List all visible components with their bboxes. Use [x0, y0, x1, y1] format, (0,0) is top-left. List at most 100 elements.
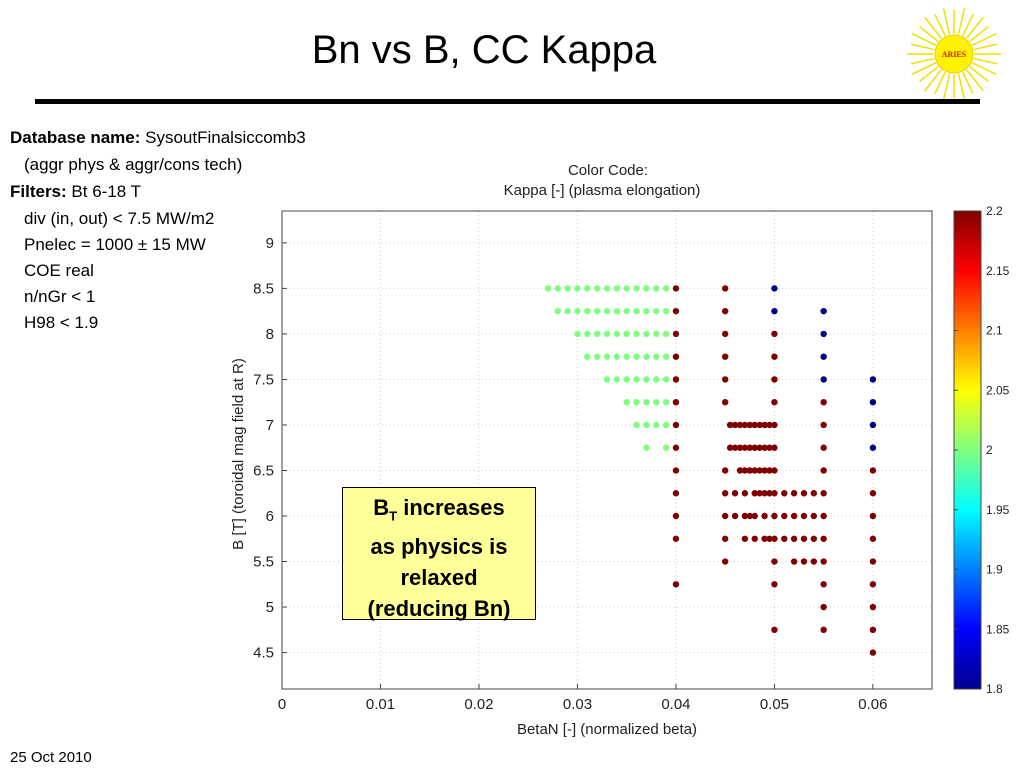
data-point — [633, 376, 640, 383]
sun-ray — [962, 14, 974, 37]
data-point — [820, 512, 827, 520]
data-point — [869, 421, 877, 429]
data-point — [726, 444, 734, 451]
data-point — [613, 353, 621, 360]
colorbar-tick-label: 1.9 — [986, 563, 1003, 577]
colorbar-tick-label: 1.95 — [986, 503, 1010, 517]
sun-ray — [957, 73, 966, 100]
sun-ray — [965, 69, 984, 92]
x-tick-label: 0.04 — [661, 696, 690, 713]
data-point — [603, 330, 611, 338]
y-tick-label: 7 — [266, 417, 274, 434]
data-point — [672, 512, 680, 520]
data-point — [746, 512, 754, 520]
data-point — [736, 421, 744, 429]
data-point — [653, 376, 660, 383]
y-tick-label: 4.5 — [253, 645, 274, 662]
data-point — [672, 399, 680, 406]
sun-ray — [962, 71, 974, 94]
data-points — [544, 285, 877, 656]
data-point — [731, 421, 739, 429]
data-point — [613, 376, 621, 383]
data-point — [751, 512, 758, 520]
data-point — [672, 285, 680, 292]
data-point — [672, 581, 680, 588]
sun-ray — [971, 62, 997, 76]
filter-bt: Bt 6-18 T — [71, 182, 142, 201]
data-point — [771, 330, 778, 338]
data-point — [741, 490, 749, 497]
data-point — [731, 512, 739, 520]
sun-ray — [910, 57, 935, 65]
data-point — [564, 307, 571, 315]
data-point — [564, 285, 571, 292]
callout-line2: as physics is — [370, 534, 508, 560]
sun-ray — [911, 32, 937, 46]
data-point — [820, 626, 827, 634]
data-point — [736, 467, 744, 474]
data-point — [672, 376, 680, 383]
data-point — [672, 535, 680, 542]
data-point — [584, 330, 591, 338]
x-axis-label: BetaN [-] (normalized beta) — [517, 721, 697, 738]
data-point — [810, 490, 818, 497]
data-point — [790, 535, 798, 542]
data-point — [751, 535, 758, 542]
data-point — [653, 399, 660, 406]
data-point — [771, 558, 778, 565]
data-point — [771, 285, 778, 292]
y-axis-label: B [T] (toroidal mag field at R) — [230, 358, 247, 550]
data-point — [623, 330, 630, 338]
y-tick-label: 7.5 — [253, 371, 274, 388]
data-point — [662, 444, 670, 451]
data-point — [869, 490, 877, 497]
sun-ray — [924, 16, 943, 39]
data-point — [643, 444, 650, 451]
data-point — [643, 330, 650, 338]
callout-line4: (reducing Bn) — [367, 596, 511, 622]
data-point — [721, 307, 729, 315]
data-point — [820, 421, 827, 429]
callout-box: BT increases as physics is relaxed (redu… — [342, 487, 536, 621]
sun-ray — [919, 65, 939, 83]
data-point — [653, 353, 660, 360]
sun-ray — [969, 65, 989, 83]
data-point — [662, 330, 670, 338]
database-label: Database name: — [10, 128, 141, 147]
data-point — [790, 490, 798, 497]
data-point — [751, 490, 758, 497]
data-point — [800, 512, 808, 520]
x-tick-label: 0.02 — [464, 696, 493, 713]
sun-ray — [969, 25, 989, 43]
filters-label: Filters: — [10, 182, 67, 201]
data-point — [746, 467, 754, 474]
data-point — [643, 376, 650, 383]
data-point — [613, 285, 621, 292]
data-point — [554, 307, 561, 315]
data-point — [820, 535, 827, 542]
y-ticks: 4.5 5 5.5 6 6.5 7 7.5 8 8.5 9 — [253, 235, 287, 662]
y-tick-label: 5 — [266, 599, 274, 616]
data-point — [751, 467, 758, 474]
data-point — [731, 490, 739, 497]
data-point — [593, 285, 601, 292]
data-point — [741, 512, 749, 520]
data-point — [869, 581, 877, 588]
data-point — [761, 490, 768, 497]
data-point — [593, 307, 601, 315]
data-point — [672, 421, 680, 429]
data-point — [771, 512, 778, 520]
data-point — [721, 467, 729, 474]
data-point — [574, 285, 581, 292]
colorbar-tick-label: 2 — [986, 443, 993, 457]
sun-ray — [957, 8, 966, 35]
sun-ray — [934, 71, 946, 94]
colorbar-tick-label: 2.05 — [986, 383, 1010, 397]
data-point — [800, 490, 808, 497]
data-point — [662, 421, 670, 429]
data-point — [771, 581, 778, 588]
data-point — [623, 399, 630, 406]
data-point — [662, 307, 670, 315]
y-tick-label: 6 — [266, 508, 274, 525]
